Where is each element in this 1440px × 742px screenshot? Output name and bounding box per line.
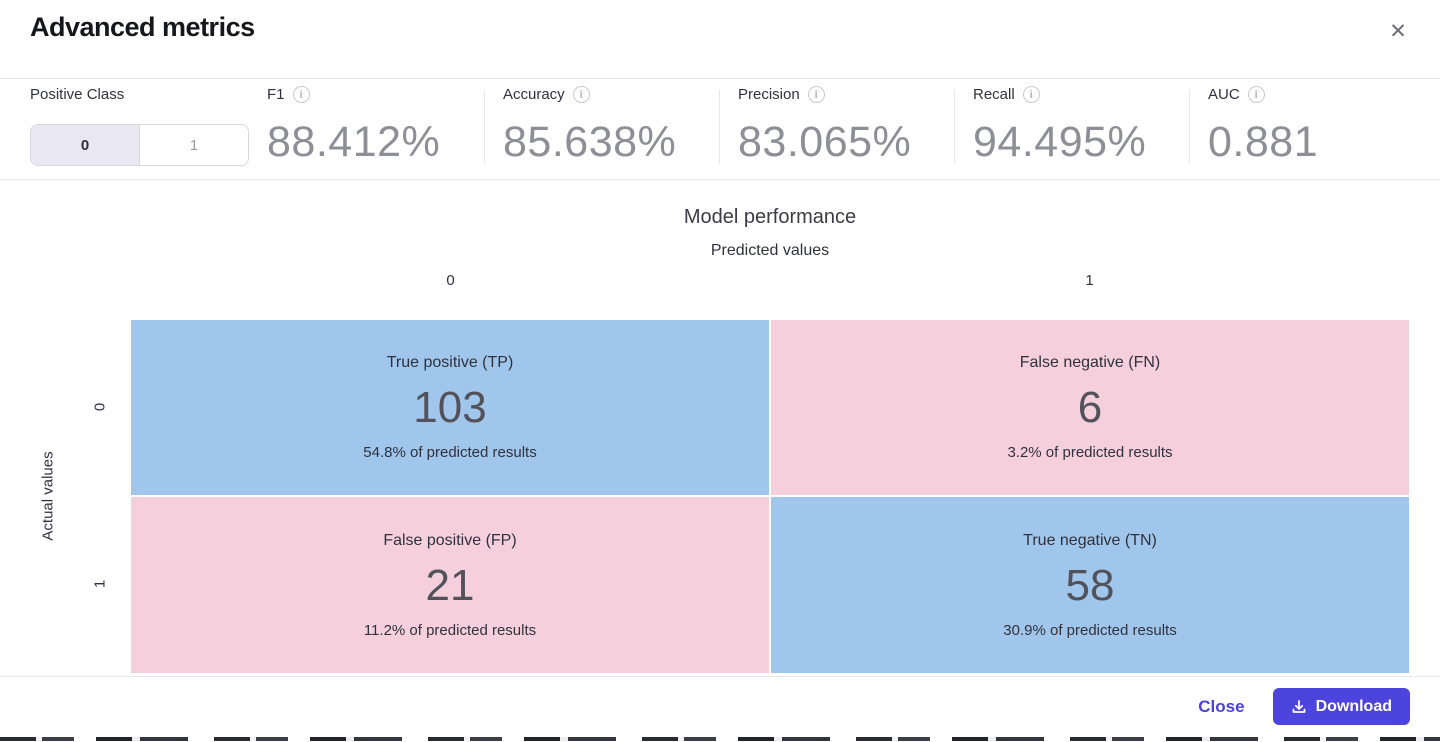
metric-card-f1: F1 i 88.412% <box>267 86 477 167</box>
metric-value: 88.412% <box>267 118 441 166</box>
metric-label: Recall <box>973 86 1015 103</box>
cell-label: False positive (FP) <box>383 531 517 549</box>
col-label-0: 0 <box>446 272 455 289</box>
cell-percent: 54.8% of predicted results <box>363 444 537 461</box>
metric-label: F1 <box>267 86 285 103</box>
info-icon[interactable]: i <box>1247 86 1265 103</box>
info-icon[interactable]: i <box>807 86 825 103</box>
positive-class-label: Positive Class <box>30 86 125 103</box>
col-label-1: 1 <box>1085 272 1094 289</box>
cell-value: 103 <box>413 383 487 432</box>
metric-value: 0.881 <box>1208 118 1319 166</box>
page-title: Advanced metrics <box>30 12 255 42</box>
metric-value: 94.495% <box>973 118 1147 166</box>
metric-card-auc: AUC i 0.881 <box>1208 86 1418 167</box>
positive-class-option-1[interactable]: 1 <box>140 125 248 165</box>
footer-divider <box>0 676 1440 677</box>
cell-label: True negative (TN) <box>1023 531 1157 549</box>
header-divider <box>0 78 1440 79</box>
cell-percent: 30.9% of predicted results <box>1003 621 1177 639</box>
row-label-0: 0 <box>91 402 109 412</box>
download-button-label: Download <box>1315 697 1392 715</box>
cell-true-negative: True negative (TN) 58 30.9% of predicted… <box>771 497 1409 673</box>
cell-value: 58 <box>1065 560 1115 610</box>
info-icon[interactable]: i <box>1022 86 1040 103</box>
metric-divider <box>719 90 720 164</box>
metric-card-accuracy: Accuracy i 85.638% <box>503 86 713 167</box>
positive-class-control: Positive Class 0 1 <box>30 86 249 166</box>
positive-class-toggle[interactable]: 0 1 <box>30 124 249 166</box>
cell-false-negative: False negative (FN) 6 3.2% of predicted … <box>771 320 1409 495</box>
confusion-matrix: True positive (TP) 103 54.8% of predicte… <box>131 320 1409 673</box>
info-icon[interactable]: i <box>572 86 590 103</box>
page-behind-sliver <box>0 736 1440 742</box>
close-icon[interactable]: ✕ <box>1382 16 1414 48</box>
page-behind-content-line <box>0 737 1440 741</box>
download-icon <box>1291 699 1307 715</box>
cell-percent: 3.2% of predicted results <box>1007 444 1173 461</box>
metric-divider <box>1189 90 1190 164</box>
metric-divider <box>954 90 955 164</box>
metric-value: 85.638% <box>503 118 677 166</box>
cell-percent: 11.2% of predicted results <box>363 621 537 639</box>
cell-false-positive: False positive (FP) 21 11.2% of predicte… <box>131 497 769 673</box>
metric-label: AUC <box>1208 86 1240 103</box>
metric-card-precision: Precision i 83.065% <box>738 86 948 167</box>
cell-value: 21 <box>425 560 475 610</box>
cell-value: 6 <box>1077 383 1103 432</box>
positive-class-option-0[interactable]: 0 <box>31 125 140 165</box>
metric-label: Accuracy <box>503 86 565 103</box>
column-labels: 0 1 <box>131 272 1409 289</box>
metric-label: Precision <box>738 86 800 103</box>
cell-label: False negative (FN) <box>1019 354 1161 371</box>
metrics-divider <box>0 179 1440 180</box>
metric-divider <box>484 90 485 164</box>
row-label-1: 1 <box>91 579 109 589</box>
actual-values-axis-label: Actual values <box>39 451 57 541</box>
close-button[interactable]: Close <box>1198 696 1245 716</box>
predicted-values-axis-label: Predicted values <box>710 242 830 259</box>
modal-footer: Close Download <box>0 677 1440 736</box>
model-performance-title: Model performance <box>683 206 857 228</box>
cell-label: True positive (TP) <box>386 354 514 371</box>
info-icon[interactable]: i <box>292 86 310 103</box>
cell-true-positive: True positive (TP) 103 54.8% of predicte… <box>131 320 769 495</box>
metric-card-recall: Recall i 94.495% <box>973 86 1183 167</box>
metric-value: 83.065% <box>738 118 912 166</box>
download-button[interactable]: Download <box>1272 688 1410 725</box>
